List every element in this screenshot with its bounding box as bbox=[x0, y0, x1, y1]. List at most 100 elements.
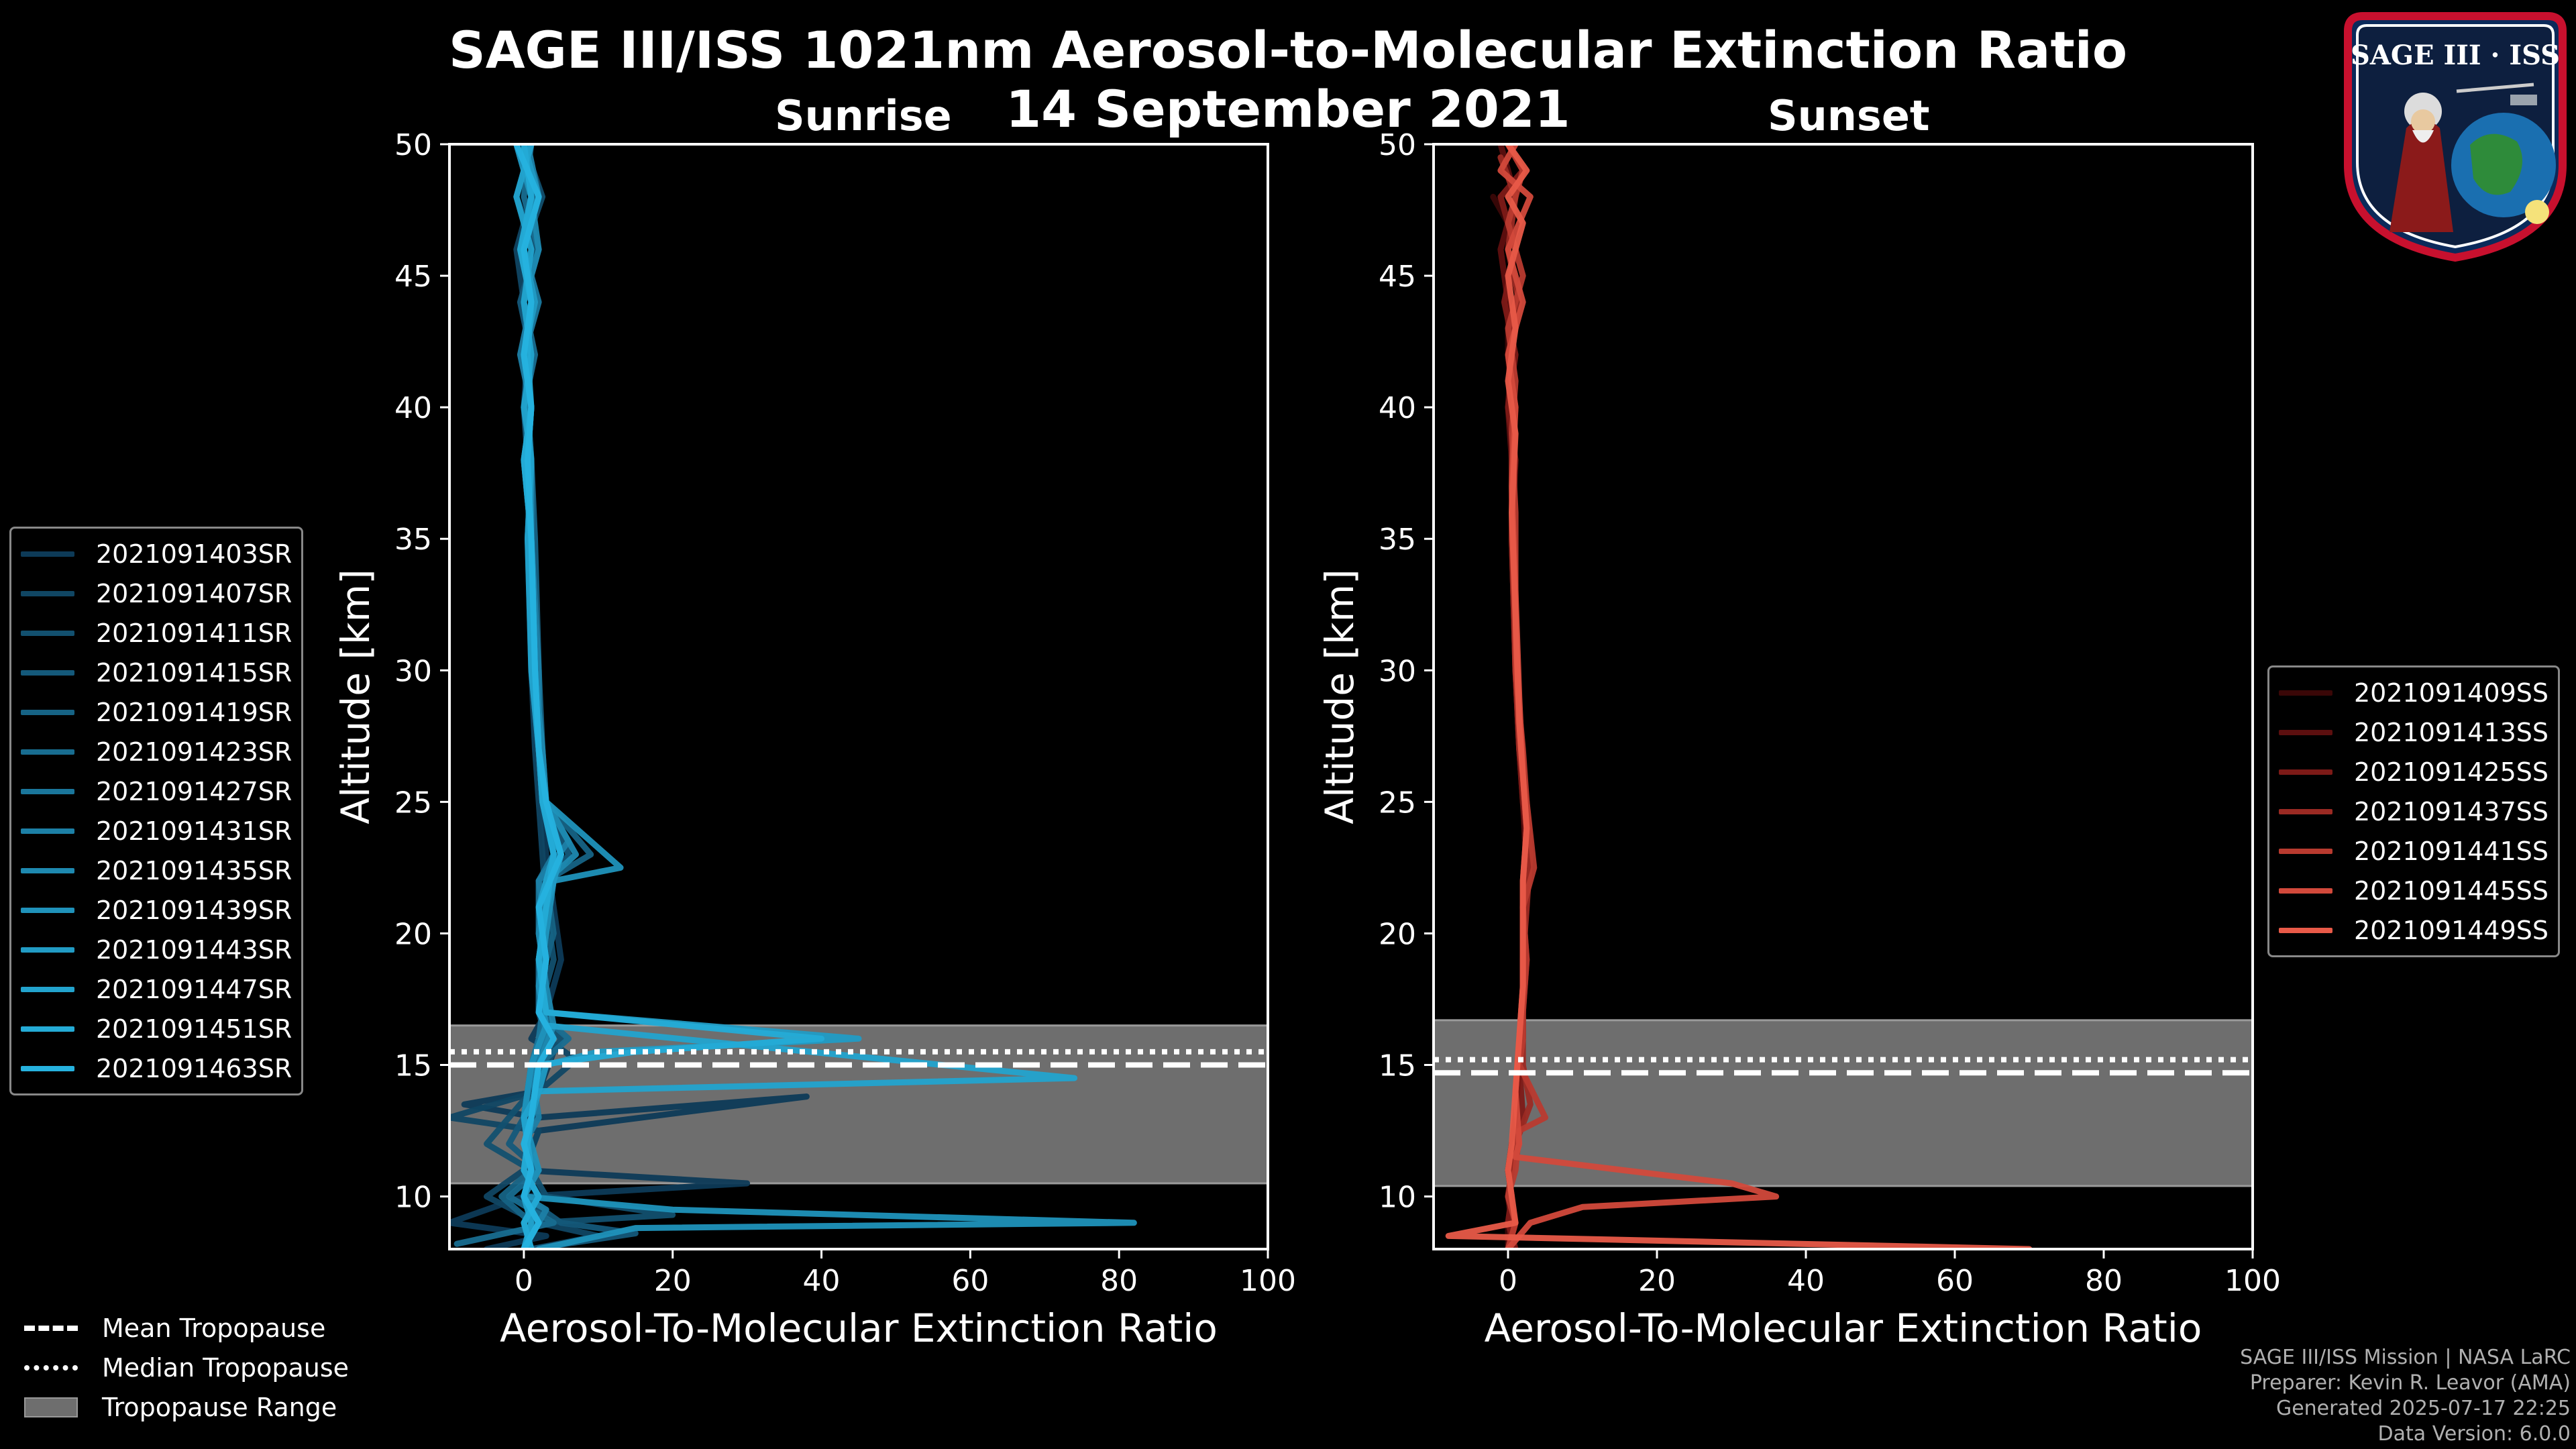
sunset-xtick-label: 20 bbox=[1638, 1264, 1676, 1298]
sunrise-xtick-label: 80 bbox=[1100, 1264, 1138, 1298]
sunset-panel-title: Sunset bbox=[1768, 91, 1930, 140]
legend-color-swatch-icon bbox=[21, 986, 74, 992]
legend-color-swatch-icon bbox=[2279, 769, 2332, 775]
sunset-ytick-label: 20 bbox=[1379, 917, 1416, 951]
sunrise-ytick-label: 25 bbox=[394, 786, 432, 820]
sunrise-ytick-label: 40 bbox=[394, 391, 432, 425]
legend-color-swatch-icon bbox=[2279, 888, 2332, 894]
legend-color-swatch-icon bbox=[2279, 848, 2332, 854]
main-title: SAGE III/ISS 1021nm Aerosol-to-Molecular… bbox=[448, 20, 2128, 80]
legend-color-swatch-icon bbox=[21, 630, 74, 636]
legend-item: 2021091441SS bbox=[2279, 831, 2548, 871]
legend-item: 2021091431SR bbox=[21, 811, 292, 851]
legend-color-swatch-icon bbox=[21, 1026, 74, 1032]
legend-color-swatch-icon bbox=[2279, 808, 2332, 814]
sunset-xtick-label: 60 bbox=[1936, 1264, 1974, 1298]
legend-item: 2021091437SS bbox=[2279, 792, 2548, 831]
legend-color-swatch-icon bbox=[21, 749, 74, 755]
legend-item: 2021091435SR bbox=[21, 851, 292, 890]
legend-color-swatch-icon bbox=[21, 551, 74, 557]
legend-item: 2021091447SR bbox=[21, 969, 292, 1009]
legend-label: 2021091419SR bbox=[96, 697, 292, 727]
legend-label: 2021091445SS bbox=[2354, 875, 2549, 906]
sunrise-xtick-label: 0 bbox=[515, 1264, 533, 1298]
legend-color-swatch-icon bbox=[21, 788, 74, 794]
legend-label: 2021091409SS bbox=[2354, 678, 2549, 708]
sunrise-ytick-label: 20 bbox=[394, 917, 432, 951]
legend-item: 2021091403SR bbox=[21, 534, 292, 574]
dotted-line-icon bbox=[24, 1364, 78, 1371]
sunset-ytick-label: 25 bbox=[1379, 786, 1416, 820]
legend-median-label: Median Tropopause bbox=[102, 1352, 349, 1383]
legend-range-label: Tropopause Range bbox=[102, 1392, 337, 1422]
sunset-panel: 0 20 40 60 80 100 10 15 20 25 30 35 40 45 50 Aerosol-To… bbox=[1317, 128, 2281, 1351]
legend-color-swatch-icon bbox=[2279, 927, 2332, 933]
sunrise-ytick-label: 35 bbox=[394, 523, 432, 557]
legend-color-swatch-icon bbox=[2279, 690, 2332, 696]
sunrise-ytick-label: 50 bbox=[394, 128, 432, 162]
legend-color-swatch-icon bbox=[21, 669, 74, 676]
sunset-ytick-label: 50 bbox=[1379, 128, 1416, 162]
sunset-xtick-label: 100 bbox=[2224, 1264, 2281, 1298]
sunset-xtick-label: 80 bbox=[2085, 1264, 2123, 1298]
legend-item: 2021091451SR bbox=[21, 1009, 292, 1049]
gray-range-swatch-icon bbox=[24, 1397, 78, 1417]
legend-item: 2021091407SR bbox=[21, 574, 292, 613]
sunset-xtick-label: 40 bbox=[1787, 1264, 1825, 1298]
credits-version: Data Version: 6.0.0 bbox=[2377, 1422, 2571, 1446]
sunset-ytick-label: 30 bbox=[1379, 654, 1416, 688]
tropopause-legend: Mean Tropopause Median Tropopause Tropop… bbox=[24, 1308, 349, 1427]
sunset-ytick-label: 10 bbox=[1379, 1181, 1416, 1215]
dashed-line-icon bbox=[24, 1325, 78, 1331]
legend-item: 2021091425SS bbox=[2279, 752, 2548, 792]
legend-item: 2021091413SS bbox=[2279, 712, 2548, 752]
sunrise-xtick-label: 20 bbox=[654, 1264, 692, 1298]
sunset-axes-frame bbox=[1432, 143, 2254, 1250]
legend-color-swatch-icon bbox=[21, 709, 74, 715]
credits-preparer: Preparer: Kevin R. Leavor (AMA) bbox=[2249, 1371, 2571, 1395]
legend-mean-tropopause: Mean Tropopause bbox=[24, 1308, 349, 1348]
legend-item: 2021091463SR bbox=[21, 1049, 292, 1088]
legend-color-swatch-icon bbox=[21, 947, 74, 953]
legend-label: 2021091403SR bbox=[96, 539, 292, 569]
sunset-y-axis-label: Altitude [km] bbox=[1317, 569, 1362, 824]
legend-label: 2021091449SS bbox=[2354, 915, 2549, 945]
logo-wordmark: SAGE III · ISS bbox=[2351, 40, 2560, 71]
legend-item: 2021091423SR bbox=[21, 732, 292, 771]
legend-label: 2021091463SR bbox=[96, 1053, 292, 1083]
sunset-x-axis-label: Aerosol-To-Molecular Extinction Ratio bbox=[1485, 1305, 2202, 1351]
sunrise-ytick-label: 30 bbox=[394, 654, 432, 688]
legend-item: 2021091415SR bbox=[21, 653, 292, 692]
sunrise-xtick-label: 100 bbox=[1240, 1264, 1296, 1298]
legend-item: 2021091419SR bbox=[21, 692, 292, 732]
legend-item: 2021091427SR bbox=[21, 771, 292, 811]
sunrise-xtick-label: 40 bbox=[803, 1264, 841, 1298]
sunrise-x-axis-label: Aerosol-To-Molecular Extinction Ratio bbox=[500, 1305, 1218, 1351]
legend-label: 2021091431SR bbox=[96, 816, 292, 846]
legend-label: 2021091427SR bbox=[96, 776, 292, 806]
sunrise-panel-title: Sunrise bbox=[775, 91, 952, 140]
legend-item: 2021091411SR bbox=[21, 613, 292, 653]
legend-item: 2021091443SR bbox=[21, 930, 292, 969]
legend-label: 2021091451SR bbox=[96, 1014, 292, 1044]
legend-color-swatch-icon bbox=[21, 1065, 74, 1071]
sunrise-ytick-label: 10 bbox=[394, 1181, 432, 1215]
sunset-ytick-label: 45 bbox=[1379, 260, 1416, 294]
legend-color-swatch-icon bbox=[21, 828, 74, 834]
sunrise-xtick-label: 60 bbox=[951, 1264, 989, 1298]
legend-mean-label: Mean Tropopause bbox=[102, 1313, 326, 1343]
sunrise-y-axis-label: Altitude [km] bbox=[333, 569, 378, 824]
sunset-tropopause-range-band bbox=[1432, 1019, 2254, 1187]
sunset-xtick-label: 0 bbox=[1499, 1264, 1517, 1298]
sunrise-legend: 2021091403SR 2021091407SR 2021091411SR 2021… bbox=[9, 527, 304, 1095]
legend-tropopause-range: Tropopause Range bbox=[24, 1387, 349, 1427]
legend-label: 2021091411SR bbox=[96, 618, 292, 648]
legend-label: 2021091425SS bbox=[2354, 757, 2549, 787]
legend-label: 2021091407SR bbox=[96, 578, 292, 608]
legend-label: 2021091435SR bbox=[96, 855, 292, 885]
legend-label: 2021091423SR bbox=[96, 737, 292, 767]
legend-median-tropopause: Median Tropopause bbox=[24, 1348, 349, 1387]
legend-label: 2021091439SR bbox=[96, 895, 292, 925]
credits-block: SAGE III/ISS Mission | NASA LaRC Prepare… bbox=[2240, 1345, 2571, 1447]
